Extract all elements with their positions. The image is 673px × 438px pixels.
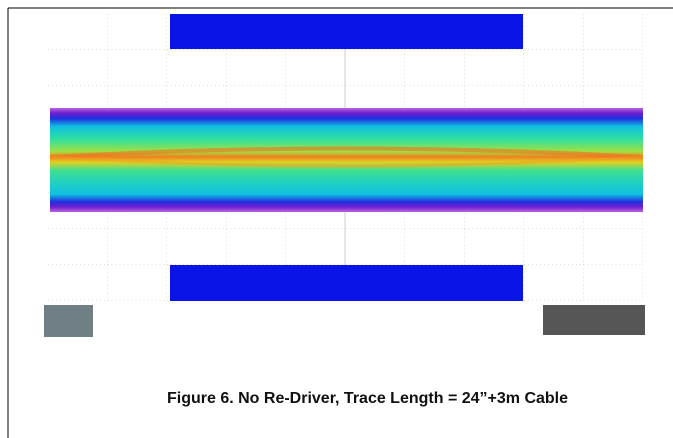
caption: Figure 6. No Re-Driver, Trace Length = 2…: [0, 390, 673, 408]
page: Figure 6. No Re-Driver, Trace Length = 2…: [0, 0, 673, 438]
figure: [0, 0, 673, 438]
mask-bottom: [170, 265, 523, 301]
status-box: [44, 305, 93, 337]
mask-top: [170, 14, 523, 49]
eye-band: [50, 108, 643, 212]
status-box: [543, 305, 645, 335]
